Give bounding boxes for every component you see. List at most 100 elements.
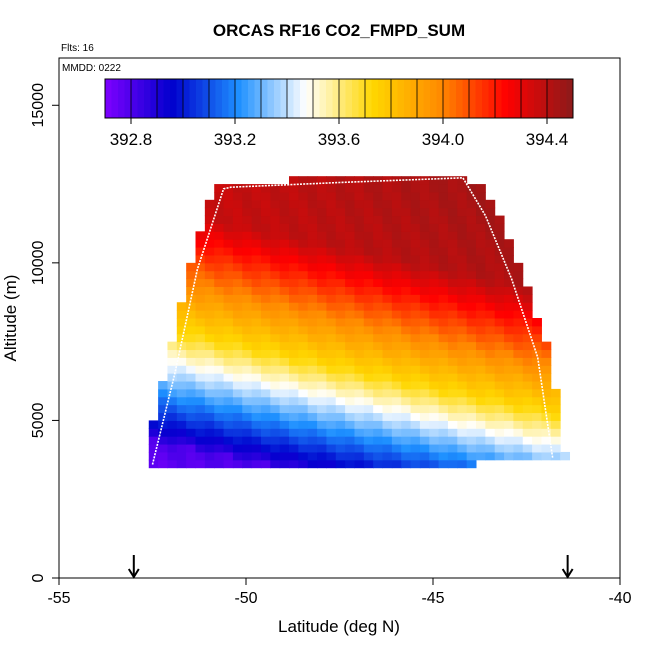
heatmap-cell [354, 231, 365, 240]
heatmap-cell [429, 278, 440, 287]
heatmap-cell [176, 428, 187, 437]
heatmap-cell [363, 444, 374, 453]
heatmap-cell [195, 239, 206, 248]
heatmap-cell [251, 302, 262, 311]
heatmap-cell [532, 420, 542, 429]
heatmap-cell [232, 302, 243, 311]
heatmap-cell [260, 428, 271, 437]
heatmap-cell [186, 286, 197, 295]
heatmap-cell [251, 396, 262, 406]
heatmap-cell [242, 333, 253, 343]
heatmap-cell [317, 254, 327, 264]
heatmap-cell [260, 262, 271, 272]
heatmap-cell [335, 278, 346, 287]
heatmap-cell [485, 357, 496, 366]
heatmap-cell [307, 191, 318, 201]
heatmap-cell [438, 381, 449, 390]
heatmap-cell [447, 262, 458, 272]
heatmap-cell [550, 420, 561, 429]
heatmap-cell [186, 278, 197, 287]
heatmap-cell [504, 381, 514, 390]
heatmap-cell [260, 388, 271, 398]
heatmap-cell [401, 254, 412, 264]
heatmap-cell [354, 373, 365, 382]
heatmap-cell [429, 349, 440, 358]
heatmap-cell [270, 286, 281, 295]
heatmap-cell [186, 270, 197, 280]
heatmap-cell [317, 412, 327, 421]
heatmap-cell [214, 451, 225, 461]
heatmap-cell [251, 341, 262, 351]
heatmap-cell [232, 247, 243, 256]
heatmap-cell [401, 451, 412, 461]
heatmap-cell [485, 341, 496, 351]
heatmap-cell [214, 444, 225, 453]
heatmap-cell [345, 207, 355, 217]
heatmap-cell [410, 357, 421, 366]
heatmap-cell [260, 357, 271, 366]
heatmap-cell [279, 381, 290, 390]
heatmap-cell [289, 318, 299, 327]
heatmap-cell [522, 325, 533, 335]
heatmap-cell [354, 294, 365, 303]
heatmap-cell [419, 365, 430, 374]
heatmap-cell [148, 420, 159, 429]
heatmap-cell [326, 176, 337, 185]
heatmap-cell [466, 262, 477, 272]
heatmap-cell [195, 436, 206, 445]
heatmap-cell [354, 388, 365, 398]
mmdd-annotation: MMDD: 0222 [62, 63, 121, 74]
heatmap-cell [457, 231, 468, 240]
colorbar-swatch [371, 79, 379, 118]
heatmap-cell [260, 325, 271, 335]
heatmap-cell [354, 215, 365, 224]
heatmap-cell [223, 349, 234, 358]
heatmap-cell [382, 207, 393, 217]
heatmap-cell [419, 318, 430, 327]
heatmap-cell [214, 310, 225, 319]
heatmap-cell [513, 318, 524, 327]
heatmap-cell [373, 459, 384, 469]
heatmap-cell [429, 381, 440, 390]
heatmap-cell [457, 184, 468, 193]
heatmap-cell [373, 302, 384, 311]
heatmap-cell [270, 184, 281, 193]
heatmap-cell [289, 294, 299, 303]
heatmap-cell [391, 270, 402, 280]
heatmap-cell [326, 231, 337, 240]
colorbar-swatch [202, 79, 210, 118]
heatmap-cell [214, 365, 225, 374]
heatmap-cell [195, 428, 206, 437]
heatmap-cell [401, 381, 412, 390]
heatmap-cell [223, 396, 234, 406]
heatmap-cell [373, 318, 384, 327]
heatmap-cell [419, 451, 430, 461]
heatmap-cell [419, 420, 430, 429]
heatmap-cell [298, 270, 309, 280]
heatmap-cell [419, 357, 430, 366]
heatmap-cell [232, 310, 243, 319]
heatmap-cell [410, 239, 421, 248]
heatmap-cell [438, 349, 449, 358]
heatmap-cell [532, 357, 542, 366]
heatmap-cell [373, 199, 384, 209]
chart-title: ORCAS RF16 CO2_FMPD_SUM [213, 21, 465, 40]
heatmap-cell [382, 444, 393, 453]
heatmap-cell [410, 381, 421, 390]
heatmap-cell [466, 341, 477, 351]
heatmap-cell [391, 231, 402, 240]
heatmap-cell [363, 388, 374, 398]
heatmap-cell [251, 444, 262, 453]
heatmap-cell [504, 333, 514, 343]
heatmap-cell [429, 420, 440, 429]
colorbar-swatch [527, 79, 535, 118]
heatmap-cell [476, 381, 486, 390]
heatmap-cell [382, 388, 393, 398]
heatmap-cell [326, 365, 337, 374]
colorbar-swatch [313, 79, 320, 118]
heatmap-cell [438, 278, 449, 287]
heatmap-cell [176, 459, 187, 469]
heatmap-cell [176, 341, 187, 351]
heatmap-cell [232, 396, 243, 406]
heatmap-cell [532, 388, 542, 398]
